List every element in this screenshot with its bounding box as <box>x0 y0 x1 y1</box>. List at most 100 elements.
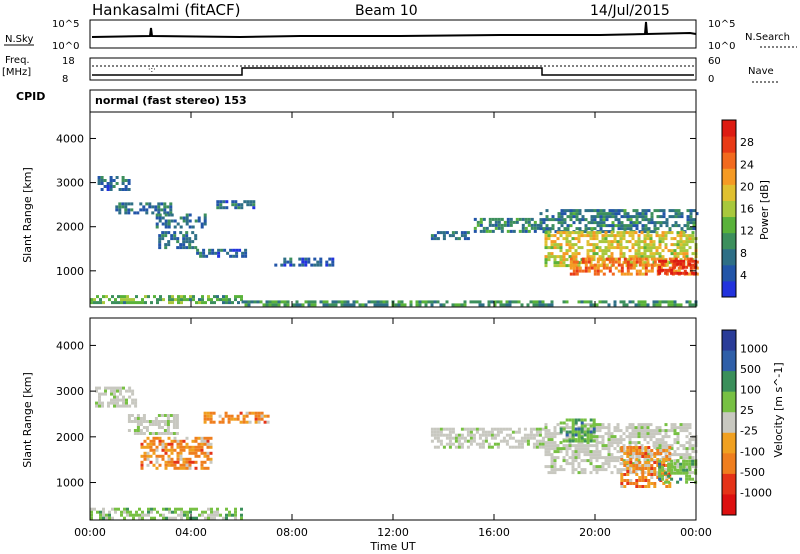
echo-cell <box>218 420 222 424</box>
echo-cell <box>595 441 599 445</box>
echo-cell <box>647 464 651 467</box>
echo-cell <box>167 219 171 223</box>
echo-cell <box>219 513 222 517</box>
echo-cell <box>469 430 473 434</box>
echo-cell <box>655 441 659 445</box>
echo-cell <box>653 260 657 264</box>
echo-cell <box>111 507 114 511</box>
echo-cell <box>620 476 624 479</box>
echo-cell <box>532 427 536 431</box>
echo-cell <box>119 386 122 390</box>
echo-cell <box>535 303 539 307</box>
echo-cell <box>202 251 206 255</box>
echo-cell <box>192 516 195 520</box>
echo-cell <box>201 510 204 514</box>
x-tick-label: 00:00 <box>74 526 106 539</box>
y-tick-label: 4000 <box>56 132 84 145</box>
echo-cell <box>608 209 612 213</box>
echo-cell <box>547 465 551 469</box>
echo-cell <box>643 300 647 304</box>
echo-cell <box>478 303 482 307</box>
echo-cell <box>688 240 692 244</box>
echo-cell <box>592 453 596 457</box>
echo-cell <box>554 218 558 222</box>
echo-cell <box>688 447 692 451</box>
echo-cell <box>216 298 219 302</box>
echo-cell <box>101 392 104 396</box>
echo-cell <box>163 429 167 432</box>
echo-cell <box>617 257 621 261</box>
echo-cell <box>664 259 668 263</box>
echo-cell <box>535 427 539 431</box>
echo-cell <box>481 303 485 307</box>
echo-cell <box>533 223 537 227</box>
echo-cell <box>160 432 164 435</box>
echo-cell <box>157 208 161 212</box>
echo-cell <box>631 234 635 238</box>
echo-cell <box>133 432 137 435</box>
echo-cell <box>125 389 128 393</box>
echo-cell <box>610 453 614 457</box>
echo-cell <box>245 411 249 415</box>
echo-cell <box>180 301 183 305</box>
echo-cell <box>496 433 500 437</box>
echo-cell <box>96 295 99 299</box>
echo-cell <box>120 295 123 299</box>
echo-cell <box>599 263 603 267</box>
echo-cell <box>580 468 584 472</box>
echo-cell <box>547 258 551 262</box>
echo-cell <box>240 516 243 520</box>
echo-cell <box>562 447 566 451</box>
echo-cell <box>668 257 672 261</box>
echo-cell <box>109 185 113 188</box>
echo-cell <box>590 227 594 231</box>
echo-cell <box>635 209 639 213</box>
echo-cell <box>635 455 639 458</box>
echo-cell <box>496 300 500 304</box>
echo-cell <box>191 231 195 235</box>
echo-cell <box>664 271 668 275</box>
echo-cell <box>207 507 210 511</box>
echo-cell <box>656 257 660 261</box>
echo-cell <box>590 209 594 213</box>
echo-cell <box>108 516 111 520</box>
echo-cell <box>665 218 669 222</box>
echo-cell <box>494 226 498 230</box>
echo-cell <box>568 243 572 247</box>
echo-cell <box>113 389 116 393</box>
echo-cell <box>637 432 641 436</box>
echo-cell <box>457 442 461 446</box>
echo-cell <box>511 445 515 449</box>
echo-cell <box>617 221 621 225</box>
echo-cell <box>641 455 645 458</box>
echo-cell <box>631 426 635 430</box>
echo-cell <box>620 479 624 482</box>
echo-cell <box>252 206 256 210</box>
echo-cell <box>584 224 588 228</box>
echo-cell <box>685 471 689 475</box>
echo-cell <box>131 392 135 396</box>
echo-cell <box>592 450 596 454</box>
echo-cell <box>568 432 572 436</box>
echo-cell <box>235 254 239 258</box>
echo-cell <box>577 300 581 304</box>
echo-cell <box>599 269 603 273</box>
echo-cell <box>634 435 638 439</box>
echo-cell <box>646 234 650 238</box>
echo-cell <box>550 255 554 259</box>
echo-cell <box>517 427 521 431</box>
echo-cell <box>607 240 611 244</box>
echo-cell <box>257 414 261 418</box>
echo-cell <box>659 221 663 225</box>
echo-cell <box>212 420 216 424</box>
echo-cell <box>200 442 204 446</box>
echo-cell <box>671 209 675 213</box>
echo-cell <box>631 456 635 460</box>
echo-cell <box>560 224 564 228</box>
echo-cell <box>223 248 227 252</box>
echo-cell <box>145 208 149 212</box>
echo-cell <box>185 442 189 446</box>
echo-cell <box>346 303 350 307</box>
echo-cell <box>650 464 654 467</box>
echo-cell <box>566 224 570 228</box>
